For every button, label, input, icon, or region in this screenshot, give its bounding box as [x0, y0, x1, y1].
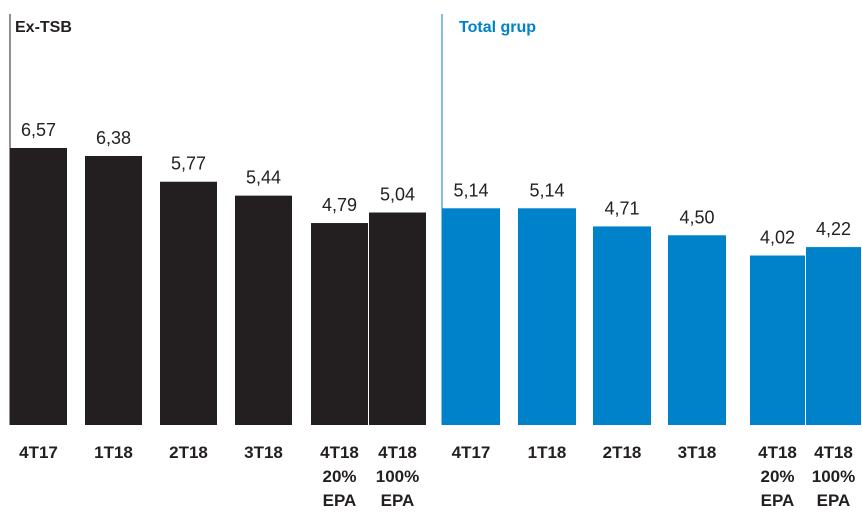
bar — [593, 226, 651, 425]
category-label: 3T18 — [678, 443, 717, 462]
bar — [750, 255, 805, 425]
value-label: 4,79 — [322, 195, 357, 215]
value-label: 5,14 — [453, 180, 488, 200]
category-label: 100% — [376, 467, 419, 486]
category-label: EPA — [381, 491, 415, 510]
category-label: EPA — [817, 491, 851, 510]
value-label: 4,22 — [816, 219, 851, 239]
bar — [10, 148, 67, 425]
value-label: 6,38 — [96, 128, 131, 148]
category-label: 2T18 — [169, 443, 208, 462]
category-label: EPA — [323, 491, 357, 510]
bar — [235, 195, 292, 425]
value-label: 5,77 — [171, 154, 206, 174]
panel-title: Ex-TSB — [15, 19, 72, 36]
category-label: 1T18 — [528, 443, 567, 462]
category-label: 4T18 — [814, 443, 853, 462]
bar — [160, 181, 217, 425]
category-label: 3T18 — [244, 443, 283, 462]
bar — [369, 212, 426, 425]
value-label: 5,44 — [246, 168, 281, 188]
ex-tsb-panel: Ex-TSB 6,57 4T17 6,38 1T18 5,77 2T18 5,44 3T18 4,… — [9, 14, 426, 510]
category-label: 100% — [812, 467, 855, 486]
value-label: 5,04 — [380, 185, 415, 205]
value-label: 4,71 — [604, 198, 639, 218]
bar — [442, 208, 500, 425]
category-label: 4T18 — [378, 443, 417, 462]
category-label: 20% — [760, 467, 794, 486]
category-label: 4T18 — [320, 443, 359, 462]
bar — [85, 156, 142, 425]
value-label: 6,57 — [21, 120, 56, 140]
bar — [518, 208, 576, 425]
category-label: 4T17 — [19, 443, 58, 462]
bar — [668, 235, 726, 425]
panel-title: Total grup — [459, 19, 536, 36]
value-label: 5,14 — [529, 180, 564, 200]
value-label: 4,02 — [760, 228, 795, 248]
category-label: EPA — [761, 491, 795, 510]
total-grup-panel: Total grup 5,14 4T17 5,14 1T18 4,71 2T18 4,50 3T… — [441, 14, 861, 510]
category-label: 4T18 — [758, 443, 797, 462]
category-label: 4T17 — [452, 443, 491, 462]
category-label: 2T18 — [603, 443, 642, 462]
category-label: 1T18 — [94, 443, 133, 462]
category-label: 20% — [322, 467, 356, 486]
bar — [311, 223, 368, 425]
bar — [806, 247, 861, 425]
value-label: 4,50 — [679, 207, 714, 227]
